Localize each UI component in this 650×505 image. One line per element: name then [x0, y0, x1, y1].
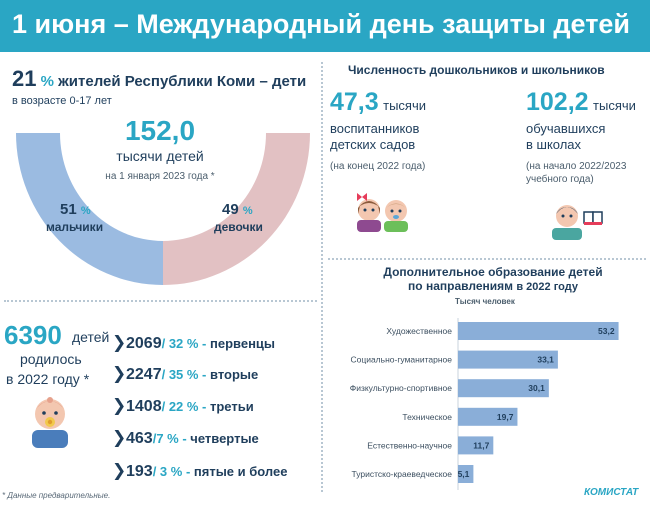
school-unit: тысячи: [593, 98, 636, 113]
births-caption-line2: родилось: [20, 351, 82, 367]
birth-order-count: 1408: [126, 398, 162, 415]
chart-value-label: 53,2: [598, 326, 615, 336]
chart-bar: [458, 350, 558, 369]
komistat-logo: КОМИСТАТ: [584, 487, 639, 498]
children-share-value: 21: [12, 66, 37, 91]
chart-value-label: 5,1: [458, 469, 470, 479]
children-share-pct: %: [40, 73, 54, 90]
birth-order-label: третьи: [206, 399, 254, 414]
children-total-unit: тысячи детей: [116, 148, 204, 164]
girls-donut-segment: [163, 133, 310, 285]
schoolboy-icon: [552, 205, 603, 240]
chart-unit-label: Тысяч человек: [455, 297, 515, 306]
header-bar: 1 июня – Международный день защиты детей: [0, 0, 650, 52]
education-bar-chart: Художественное 53,2 Социально-гуманитарное…: [350, 318, 619, 490]
birth-order-count: 463: [126, 430, 153, 447]
footnote: * Данные предварительные.: [2, 491, 111, 500]
age-note: в возрасте 0-17 лет: [12, 95, 112, 107]
girls-percent-sign: %: [242, 205, 253, 217]
chart-category-label: Туристско-краеведческое: [351, 469, 452, 479]
school-line3: в школах: [526, 137, 582, 152]
chart-value-label: 11,7: [473, 440, 489, 450]
chevron-right-icon: ❯: [112, 364, 127, 383]
children-total: 152,0: [124, 115, 196, 146]
kindergarten-stat: 47,3 тысячи: [330, 88, 426, 117]
birth-order-pct: / 35 % -: [161, 367, 207, 382]
vertical-divider: [321, 62, 323, 492]
boys-label: мальчики: [46, 220, 104, 234]
chart-value-label: 30,1: [528, 383, 545, 393]
girls-percent-value: 49: [222, 201, 239, 218]
births-unit: детей: [72, 329, 110, 345]
birth-order-row: ❯193/ 3 % - пятые и более: [112, 461, 287, 485]
birth-order-label: пятые и более: [190, 464, 288, 479]
chevron-right-icon: ❯: [112, 396, 127, 415]
birth-order-row: ❯2247/ 35 % - вторые: [112, 364, 258, 388]
chevron-right-icon: ❯: [112, 461, 127, 480]
chart-title-line2-wrap: по направлениям в 2022 году: [348, 279, 638, 294]
chart-value-label: 19,7: [497, 412, 514, 422]
kindergarten-children-icon: [357, 193, 408, 232]
chart-bar: [458, 436, 494, 455]
school-line2: обучавшихся: [526, 121, 606, 136]
chart-category-label: Социально-гуманитарное: [350, 355, 452, 365]
chart-bar: [458, 322, 619, 340]
chart-bar: [458, 379, 549, 398]
chart-title-year: в 2022 году: [516, 281, 578, 293]
right-divider: [328, 258, 646, 260]
boys-donut-segment: [16, 133, 163, 285]
birth-order-row: ❯463/7 % - четвертые: [112, 428, 259, 452]
birth-order-row: ❯1408/ 22 % - третьи: [112, 396, 254, 420]
chevron-right-icon: ❯: [112, 428, 127, 447]
birth-order-row: ❯2069/ 32 % - первенцы: [112, 333, 275, 357]
kindergarten-unit: тысячи: [383, 98, 426, 113]
children-share-headline: 21 % жителей Республики Коми – дети: [12, 66, 306, 92]
chart-title-line1: Дополнительное образование детей: [383, 265, 603, 279]
kindergarten-line3: детских садов: [330, 137, 416, 152]
birth-order-pct: /7 % -: [152, 431, 187, 446]
births-caption-line3: в 2022 году *: [6, 371, 90, 387]
chevron-right-icon: ❯: [112, 333, 127, 352]
chart-category-label: Физкультурно-спортивное: [350, 383, 453, 393]
birth-order-label: четвертые: [186, 431, 259, 446]
page-title: 1 июня – Международный день защиты детей: [12, 9, 631, 39]
preschool-title: Численность дошкольников и школьников: [348, 63, 605, 77]
school-note2: учебного года): [526, 174, 594, 185]
birth-order-count: 2247: [126, 366, 162, 383]
birth-order-count: 193: [126, 463, 153, 480]
chart-title-line2: по направлениям: [408, 279, 513, 293]
gender-donut-chart: [16, 133, 310, 285]
children-date-note: на 1 января 2023 года *: [105, 171, 215, 182]
birth-order-pct: / 32 % -: [161, 336, 207, 351]
chart-title: Дополнительное образование детей по напр…: [348, 265, 638, 294]
birth-order-label: вторые: [206, 367, 259, 382]
chart-bar: [458, 407, 518, 426]
chart-category-label: Техническое: [402, 412, 452, 422]
children-share-text: жителей Республики Коми – дети: [58, 73, 307, 90]
kindergarten-note: (на конец 2022 года): [330, 161, 426, 172]
chart-bar: [458, 465, 474, 483]
boys-percent-sign: %: [80, 205, 91, 217]
kindergarten-line2: воспитанников: [330, 121, 420, 136]
birth-order-label: первенцы: [206, 336, 276, 351]
girls-label: девочки: [214, 220, 263, 234]
school-stat: 102,2 тысячи: [526, 88, 636, 117]
births-total: 6390: [4, 320, 62, 350]
chart-category-label: Художественное: [386, 326, 452, 336]
girls-percent: 49 %: [222, 201, 253, 218]
chart-category-label: Естественно-научное: [367, 440, 452, 450]
birth-order-pct: / 3 % -: [152, 464, 191, 479]
school-note1: (на начало 2022/2023: [526, 161, 627, 172]
boys-percent-value: 51: [60, 201, 77, 218]
birth-order-count: 2069: [126, 335, 162, 352]
boys-percent: 51 %: [60, 201, 91, 218]
baby-icon: [32, 397, 68, 448]
kindergarten-value: 47,3: [330, 88, 379, 116]
left-divider: [4, 300, 317, 302]
chart-value-label: 33,1: [537, 355, 554, 365]
birth-order-pct: / 22 % -: [161, 399, 207, 414]
school-value: 102,2: [526, 88, 589, 116]
